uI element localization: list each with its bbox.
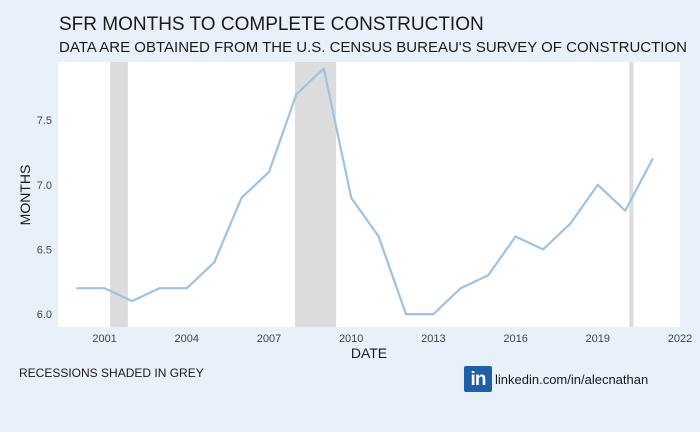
data-point: [76, 287, 79, 290]
x-tick-label: 2007: [257, 333, 281, 345]
data-point: [295, 93, 298, 96]
data-point: [267, 170, 270, 173]
plot-background: [58, 62, 680, 327]
x-axis-label: DATE: [351, 345, 387, 361]
x-tick-label: 2022: [668, 333, 692, 345]
chart-title: SFR MONTHS TO COMPLETE CONSTRUCTION: [59, 14, 484, 35]
data-point: [322, 67, 325, 70]
data-point: [130, 300, 133, 303]
linkedin-icon: in: [464, 366, 492, 392]
x-tick-label: 2019: [586, 333, 610, 345]
y-tick-label: 6.5: [37, 244, 52, 256]
y-tick-labels: 6.0 6.5 7.0 7.5: [37, 115, 52, 321]
data-point: [651, 157, 654, 160]
data-point: [569, 222, 572, 225]
recession-band-3: [629, 62, 634, 327]
data-point: [213, 261, 216, 264]
data-point: [377, 235, 380, 238]
series-line: [76, 67, 654, 316]
data-point: [596, 183, 599, 186]
data-point: [459, 287, 462, 290]
x-tick-labels: 2001 2004 2007 2010 2013 2016 2019 2022: [92, 333, 692, 345]
linkedin-link[interactable]: linkedin.com/in/alecnathan: [495, 372, 649, 387]
data-point: [185, 287, 188, 290]
data-point: [404, 313, 407, 316]
chart-subtitle: DATA ARE OBTAINED FROM THE U.S. CENSUS B…: [59, 39, 687, 56]
x-tick-label: 2001: [92, 333, 116, 345]
footnote: RECESSIONS SHADED IN GREY: [19, 366, 204, 380]
y-tick-label: 6.0: [37, 309, 52, 321]
data-point: [432, 313, 435, 316]
data-point: [624, 209, 627, 212]
y-tick-label: 7.5: [37, 115, 52, 127]
data-point: [350, 196, 353, 199]
data-point: [158, 287, 161, 290]
data-point: [541, 248, 544, 251]
y-tick-label: 7.0: [37, 180, 52, 192]
x-tick-label: 2010: [339, 333, 363, 345]
months-line: [77, 67, 654, 316]
x-tick-label: 2016: [503, 333, 527, 345]
y-axis-label: MONTHS: [17, 165, 33, 226]
recession-band-1: [110, 62, 128, 327]
recession-band-2: [295, 62, 337, 327]
x-tick-label: 2004: [175, 333, 199, 345]
data-point: [103, 287, 106, 290]
data-point: [514, 235, 517, 238]
data-point: [487, 274, 490, 277]
recession-shading: [110, 62, 634, 327]
x-tick-label: 2013: [421, 333, 445, 345]
data-point: [240, 196, 243, 199]
